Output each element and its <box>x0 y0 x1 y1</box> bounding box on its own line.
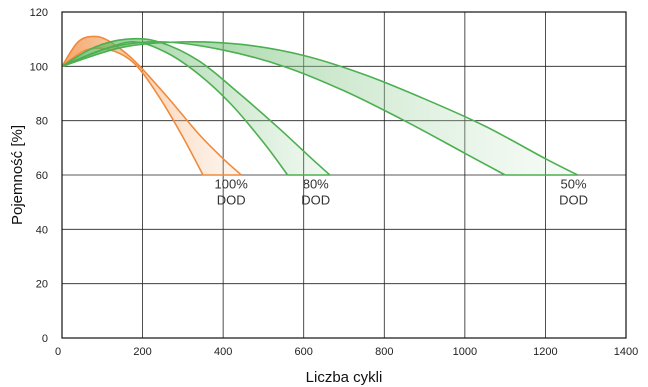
y-tick-label-5: 100 <box>30 61 48 73</box>
y-tick-label-4: 80 <box>36 116 48 128</box>
x-tick-label-3: 600 <box>295 346 313 358</box>
y-tick-label-0: 0 <box>42 333 48 345</box>
y-tick-label-3: 60 <box>36 170 48 182</box>
x-tick-label-5: 1000 <box>453 346 477 358</box>
y-tick-label-6: 120 <box>30 7 48 19</box>
band-upper-line-0 <box>61 35 242 176</box>
y-tick-label-1: 20 <box>36 279 48 291</box>
x-tick-label-0: 0 <box>55 346 61 358</box>
y-tick-label-2: 40 <box>36 224 48 236</box>
band-fill-2 <box>62 41 578 175</box>
band-upper-line-1 <box>61 37 331 176</box>
band-upper-line-2 <box>61 40 579 176</box>
band-lower-line-2 <box>61 41 506 176</box>
x-tick-label-6: 1200 <box>533 346 557 358</box>
band-lower-line-0 <box>61 47 204 176</box>
y-axis-title: Pojemność [%] <box>9 125 26 225</box>
x-tick-label-7: 1400 <box>614 346 638 358</box>
annotation-1: 80% DOD <box>301 176 330 207</box>
x-tick-label-4: 800 <box>375 346 393 358</box>
capacity-bands <box>61 35 579 176</box>
annotation-0: 100% DOD <box>215 176 249 207</box>
x-axis-title: Liczba cykli <box>306 369 383 386</box>
x-axis-ticks: 0 200 400 600 800 1000 1200 1400 <box>55 346 638 358</box>
plot-frame <box>61 11 627 339</box>
annotation-2: 50% DOD <box>559 176 588 207</box>
dod-annotations: 100% DOD 80% DOD 50% DOD <box>215 176 588 207</box>
band-fill-0 <box>62 36 242 176</box>
x-tick-label-1: 200 <box>133 346 151 358</box>
x-tick-label-2: 400 <box>214 346 232 358</box>
grid-lines <box>61 11 627 339</box>
y-axis-ticks: 0 20 40 60 80 100 120 <box>30 7 48 345</box>
